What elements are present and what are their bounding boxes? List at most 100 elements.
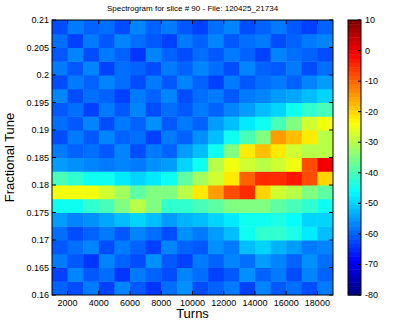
cell (177, 34, 193, 48)
cell (302, 34, 318, 48)
cell (83, 254, 99, 268)
cell (255, 130, 271, 144)
cell (99, 61, 115, 75)
cell (146, 281, 162, 295)
y-tick-label: 0.205 (26, 43, 49, 53)
cell (161, 34, 177, 48)
cell (83, 34, 99, 48)
colorbar-step (348, 93, 361, 98)
cell (271, 144, 287, 158)
x-tick (161, 291, 162, 295)
x-tick-top (223, 20, 224, 24)
cell (130, 268, 146, 282)
cell (193, 89, 209, 103)
cell (255, 158, 271, 172)
colorbar-tick (358, 50, 361, 51)
cell (271, 34, 287, 48)
cell (68, 48, 84, 62)
cell (193, 254, 209, 268)
colorbar-step (348, 29, 361, 34)
x-tick-top (130, 20, 131, 24)
cell (255, 20, 271, 34)
cell (302, 171, 318, 185)
cell (114, 185, 130, 199)
cell (224, 89, 240, 103)
cell (161, 20, 177, 34)
cell (286, 240, 302, 254)
x-tick-label: 8000 (151, 298, 171, 308)
cell (161, 254, 177, 268)
cell (317, 130, 333, 144)
cell (208, 130, 224, 144)
x-tick-top (67, 20, 68, 24)
cell (52, 34, 68, 48)
colorbar-step (348, 59, 361, 64)
cell (286, 20, 302, 34)
colorbar-tick (358, 172, 361, 173)
x-tick-top (98, 20, 99, 24)
y-tick (52, 267, 56, 268)
cell (130, 20, 146, 34)
cell (317, 254, 333, 268)
cell (114, 158, 130, 172)
title: Spectrogram for slice # 90 - File: 12042… (107, 4, 279, 13)
cell (99, 34, 115, 48)
colorbar-step (348, 265, 361, 270)
cell (208, 34, 224, 48)
cell (114, 226, 130, 240)
cell (68, 103, 84, 117)
cell (52, 144, 68, 158)
cell (83, 199, 99, 213)
cell (193, 116, 209, 130)
cell (193, 103, 209, 117)
cell (146, 144, 162, 158)
cell (99, 75, 115, 89)
cell (68, 226, 84, 240)
x-tick-top (161, 20, 162, 24)
cell (286, 75, 302, 89)
cell (177, 48, 193, 62)
cell (193, 48, 209, 62)
cell (271, 61, 287, 75)
cell (302, 61, 318, 75)
cell (239, 34, 255, 48)
y-tick (52, 102, 56, 103)
y-tick-label: 0.16 (31, 290, 49, 300)
cell (255, 268, 271, 282)
colorbar-step (348, 278, 361, 283)
cell (52, 116, 68, 130)
colorbar-step (348, 261, 361, 266)
cell (208, 281, 224, 295)
colorbar-step (348, 54, 361, 59)
cell (286, 48, 302, 62)
cell (161, 130, 177, 144)
cell (239, 226, 255, 240)
cell (177, 254, 193, 268)
cell (224, 158, 240, 172)
y-tick-right (329, 47, 333, 48)
cell (161, 185, 177, 199)
colorbar-tick (358, 295, 361, 296)
y-tick (52, 212, 56, 213)
cell (114, 199, 130, 213)
cell (114, 61, 130, 75)
colorbar-tick-label: -20 (365, 107, 378, 117)
cell (193, 185, 209, 199)
cell (208, 61, 224, 75)
cell (146, 48, 162, 62)
y-tick-right (329, 75, 333, 76)
colorbar-tick (358, 203, 361, 204)
cell (68, 185, 84, 199)
cell (68, 171, 84, 185)
cell (161, 226, 177, 240)
cell (239, 61, 255, 75)
cell (68, 158, 84, 172)
cell (255, 226, 271, 240)
cell (239, 75, 255, 89)
cell (302, 268, 318, 282)
cell (177, 89, 193, 103)
cell (177, 75, 193, 89)
cell (271, 199, 287, 213)
cell (83, 20, 99, 34)
cell (317, 171, 333, 185)
